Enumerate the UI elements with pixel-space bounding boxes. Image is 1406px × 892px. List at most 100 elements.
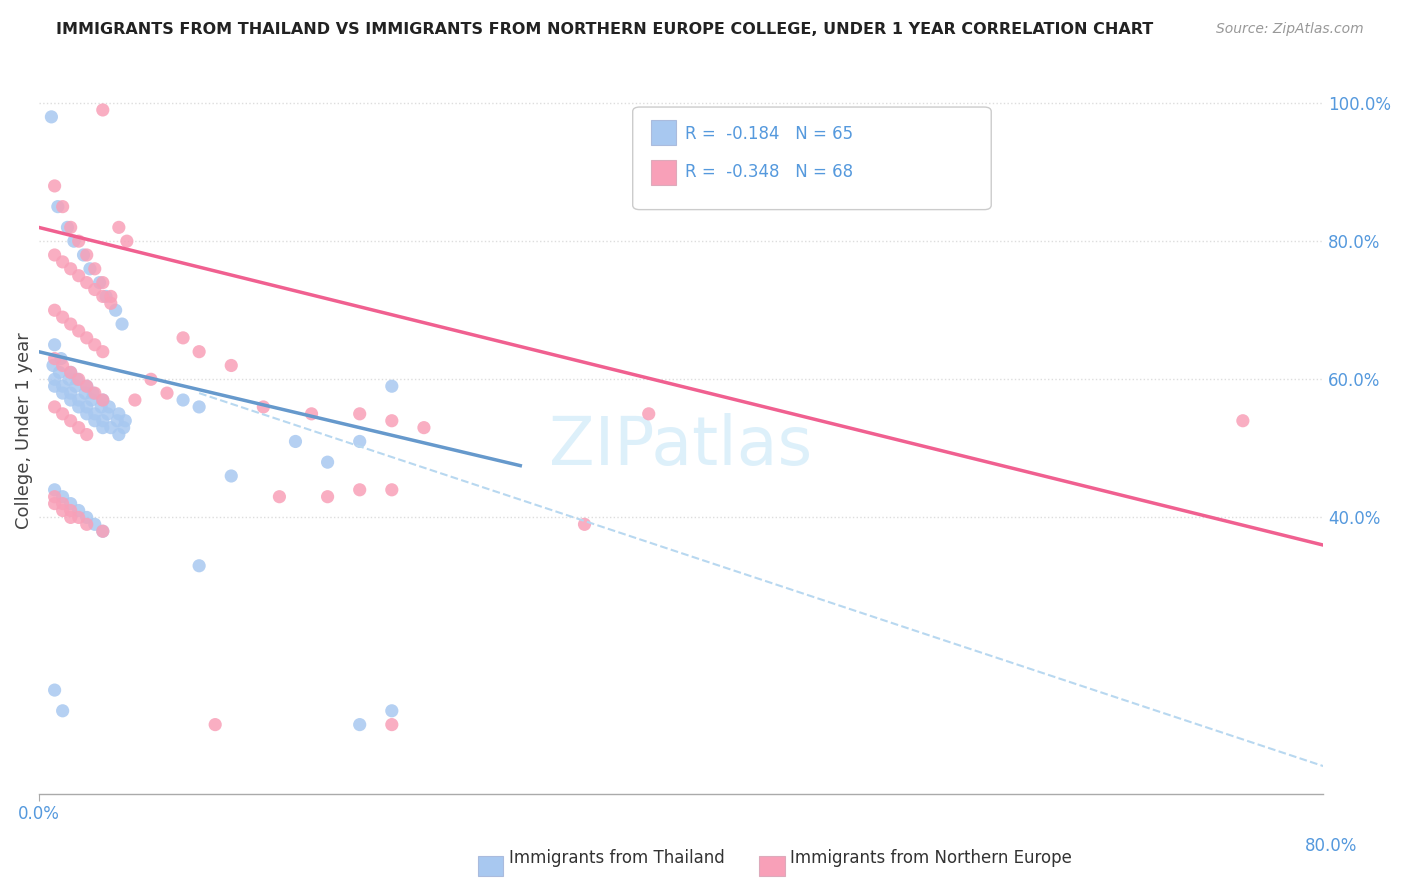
Point — [574, 517, 596, 532]
Point — [91, 414, 114, 428]
Point — [44, 683, 66, 698]
Point — [316, 455, 339, 469]
Point — [67, 400, 90, 414]
Point — [90, 400, 112, 414]
Point — [108, 407, 131, 421]
Point — [79, 261, 101, 276]
Point — [52, 359, 75, 373]
Point — [269, 490, 291, 504]
Point — [188, 400, 211, 414]
Point — [637, 407, 659, 421]
Point — [83, 261, 105, 276]
Point — [52, 386, 75, 401]
Point — [219, 359, 242, 373]
Point — [67, 372, 90, 386]
Point — [44, 379, 66, 393]
Point — [108, 427, 131, 442]
Point — [48, 365, 70, 379]
Text: Immigrants from Northern Europe: Immigrants from Northern Europe — [790, 849, 1071, 867]
Point — [52, 255, 75, 269]
Point — [76, 517, 98, 532]
Point — [44, 248, 66, 262]
Point — [76, 248, 98, 262]
Point — [91, 392, 114, 407]
Point — [49, 351, 72, 366]
Point — [59, 392, 82, 407]
Point — [172, 331, 194, 345]
Point — [100, 296, 122, 310]
Point — [76, 427, 98, 442]
Point — [91, 420, 114, 434]
Point — [83, 386, 105, 401]
Point — [52, 200, 75, 214]
Point — [124, 392, 146, 407]
Point — [91, 344, 114, 359]
Text: Immigrants from Thailand: Immigrants from Thailand — [509, 849, 724, 867]
Point — [413, 420, 436, 434]
Text: Source: ZipAtlas.com: Source: ZipAtlas.com — [1216, 22, 1364, 37]
Point — [91, 276, 114, 290]
Point — [349, 434, 371, 449]
Point — [83, 414, 105, 428]
Point — [52, 704, 75, 718]
Point — [44, 351, 66, 366]
Point — [76, 331, 98, 345]
Point — [59, 220, 82, 235]
Point — [44, 372, 66, 386]
Point — [67, 503, 90, 517]
Point — [114, 414, 136, 428]
Point — [44, 338, 66, 352]
Point — [100, 289, 122, 303]
Point — [381, 414, 404, 428]
Point — [67, 234, 90, 248]
Point — [44, 497, 66, 511]
Point — [94, 289, 117, 303]
Point — [44, 400, 66, 414]
Point — [58, 372, 80, 386]
Point — [301, 407, 323, 421]
Point — [252, 400, 274, 414]
Text: IMMIGRANTS FROM THAILAND VS IMMIGRANTS FROM NORTHERN EUROPE COLLEGE, UNDER 1 YEA: IMMIGRANTS FROM THAILAND VS IMMIGRANTS F… — [56, 22, 1153, 37]
Point — [381, 704, 404, 718]
Point — [67, 324, 90, 338]
Point — [59, 503, 82, 517]
Point — [52, 310, 75, 325]
Point — [76, 276, 98, 290]
Text: R =  -0.184   N = 65: R = -0.184 N = 65 — [685, 125, 853, 143]
Point — [67, 268, 90, 283]
Point — [44, 178, 66, 193]
Point — [349, 407, 371, 421]
Point — [59, 317, 82, 331]
Point — [52, 503, 75, 517]
Point — [381, 483, 404, 497]
Point — [44, 490, 66, 504]
Point — [75, 386, 97, 401]
Point — [42, 359, 65, 373]
Point — [104, 303, 127, 318]
Point — [83, 407, 105, 421]
Y-axis label: College, Under 1 year: College, Under 1 year — [15, 333, 32, 530]
Point — [91, 392, 114, 407]
Point — [97, 407, 120, 421]
Point — [52, 490, 75, 504]
Point — [52, 497, 75, 511]
Point — [219, 469, 242, 483]
Point — [172, 392, 194, 407]
Point — [44, 303, 66, 318]
Point — [89, 276, 111, 290]
Point — [66, 372, 89, 386]
Point — [115, 234, 138, 248]
Point — [76, 379, 98, 393]
Point — [41, 110, 63, 124]
Point — [59, 365, 82, 379]
Point — [188, 344, 211, 359]
Point — [381, 379, 404, 393]
Point — [188, 558, 211, 573]
Point — [46, 200, 69, 214]
Point — [108, 220, 131, 235]
Point — [349, 483, 371, 497]
Point — [91, 289, 114, 303]
Point — [637, 158, 659, 172]
Point — [112, 420, 135, 434]
Text: R =  -0.348   N = 68: R = -0.348 N = 68 — [685, 163, 853, 181]
